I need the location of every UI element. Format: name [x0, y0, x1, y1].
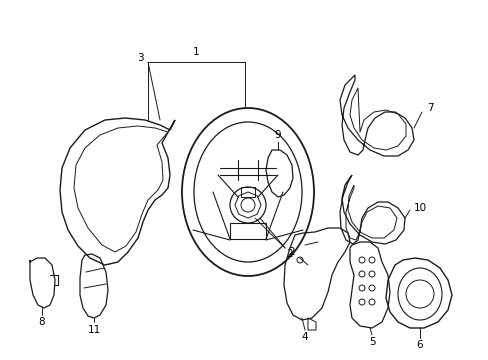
Text: 8: 8	[39, 317, 45, 327]
Text: 1: 1	[192, 47, 199, 57]
Text: 2: 2	[286, 249, 293, 259]
Text: 2: 2	[288, 247, 295, 257]
Text: 7: 7	[426, 103, 432, 113]
Text: 3: 3	[137, 53, 143, 63]
Text: 10: 10	[412, 203, 426, 213]
Text: 4: 4	[301, 332, 307, 342]
Text: 11: 11	[87, 325, 101, 335]
Text: 9: 9	[274, 130, 281, 140]
Text: 5: 5	[368, 337, 375, 347]
Text: 6: 6	[416, 340, 423, 350]
